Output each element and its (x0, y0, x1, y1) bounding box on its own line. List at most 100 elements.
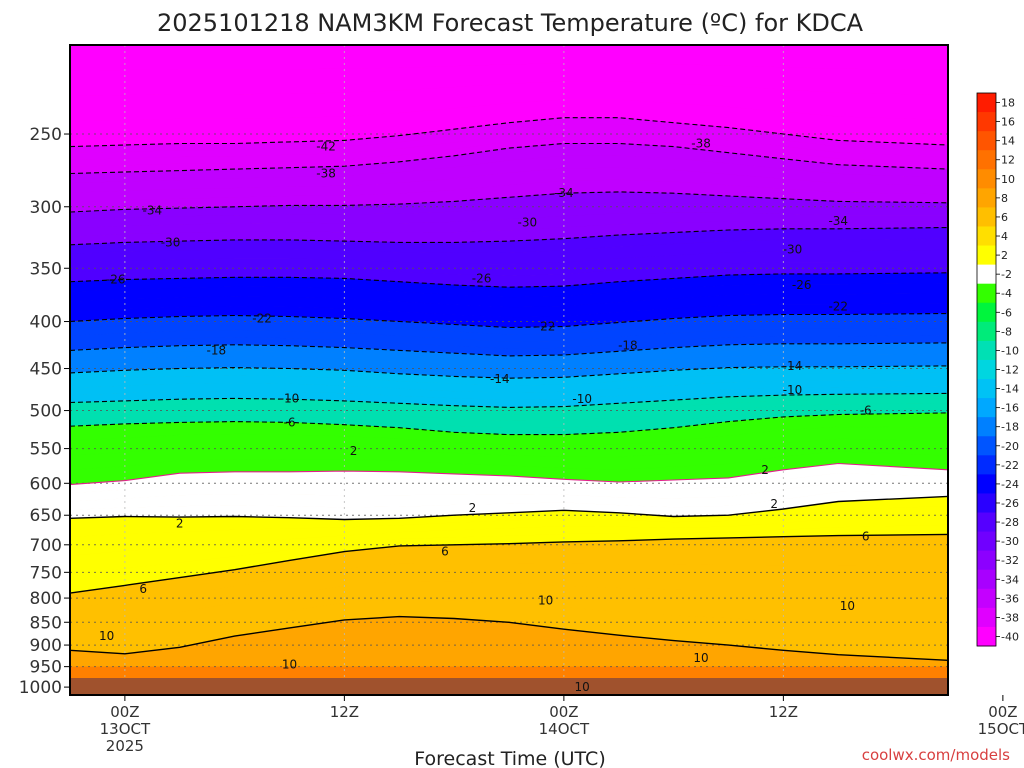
colorbar-swatch-24 (977, 550, 996, 571)
x-axis-title: Forecast Time (UTC) (414, 748, 605, 768)
isotherm-label-19: -10 (783, 383, 803, 397)
isotherm-label-1: -38 (691, 136, 711, 150)
colorbar-swatch-19 (977, 455, 996, 475)
isotherm-tm2_melt (70, 462, 948, 486)
isotherm-tm42 (70, 117, 948, 148)
y-tick-label-450: 450 (30, 360, 62, 380)
colorbar-label-23: -30 (1001, 535, 1019, 548)
isotherm-label-27: 2 (770, 497, 778, 511)
isotherm-label-10: -26 (472, 271, 492, 285)
isotherm-tm34 (70, 191, 948, 213)
colorbar-swatch-16 (977, 398, 996, 418)
isotherm-label-36: 10 (693, 651, 708, 665)
colorbar-label-27: -38 (1001, 611, 1019, 624)
colorbar-swatch-4 (977, 169, 996, 189)
y-tick-label-600: 600 (30, 474, 62, 494)
isotherm-label-28: 2 (176, 517, 184, 531)
isotherm-tm14 (70, 365, 948, 379)
colorbar-label-3: 12 (1001, 154, 1015, 167)
colorbar-swatch-26 (977, 588, 996, 609)
colorbar-label-26: -36 (1001, 592, 1019, 605)
isotherm-label-22: -6 (860, 404, 872, 418)
colorbar-swatch-22 (977, 512, 996, 533)
band-warm (70, 616, 948, 667)
colorbar-swatch-3 (977, 150, 996, 170)
temperature-fill-bands (70, 45, 948, 695)
x-tick-label-0-1: 13OCT (100, 720, 151, 738)
y-tick-label-1000: 1000 (19, 678, 62, 698)
colorbar-label-20: -24 (1001, 478, 1019, 491)
chart-title: 2025101218 NAM3KM Forecast Temperature (… (157, 9, 864, 37)
y-tick-label-700: 700 (30, 536, 62, 556)
chart-grid (70, 45, 948, 695)
isotherm-label-9: -26 (106, 273, 126, 287)
colorbar-swatch-11 (977, 302, 996, 323)
isotherm-label-5: -34 (828, 214, 848, 228)
isotherm-label-15: -18 (618, 339, 638, 353)
isotherm-labels: -42 -38 -38 -34 -34 -34 -30 -30 -30 -26 -26 -26 -22 -… (99, 136, 872, 694)
isotherm-label-23: -6 (284, 415, 296, 429)
colorbar-label-28: -40 (1001, 630, 1019, 643)
colorbar-label-14: -12 (1001, 364, 1019, 377)
colorbar-swatch-12 (977, 321, 996, 342)
colorbar-swatch-21 (977, 493, 996, 514)
isotherm-label-11: -26 (792, 278, 812, 292)
y-tick-label-500: 500 (30, 402, 62, 422)
colorbar-label-6: 6 (1001, 211, 1008, 224)
isotherm-label-32: 10 (538, 594, 553, 608)
colorbar-label-25: -34 (1001, 573, 1019, 586)
x-tick-label-48-0: 00Z (988, 703, 1017, 721)
isotherm-tm6 (70, 412, 948, 436)
isotherm-tm26 (70, 272, 948, 288)
colorbar-swatch-15 (977, 379, 996, 399)
y-tick-label-400: 400 (30, 313, 62, 333)
colorbar-label-15: -14 (1001, 383, 1019, 396)
colorbar-label-22: -28 (1001, 516, 1019, 529)
isotherm-label-17: -14 (783, 359, 803, 373)
isotherm-label-30: 6 (441, 545, 449, 559)
isotherm-label-35: 10 (282, 658, 297, 672)
colorbar-label-24: -32 (1001, 554, 1019, 567)
isotherm-label-13: -22 (252, 312, 272, 326)
colorbar-swatch-0 (977, 93, 996, 113)
colorbar-label-21: -26 (1001, 497, 1019, 510)
colorbar-label-5: 8 (1001, 192, 1008, 205)
y-tick-label-800: 800 (30, 589, 62, 609)
isotherm-t2 (70, 495, 948, 521)
colorbar-label-2: 14 (1001, 135, 1015, 148)
colorbar-swatch-28 (977, 626, 996, 647)
colorbar-swatch-1 (977, 112, 996, 132)
ground-surface (70, 678, 948, 695)
colorbar-label-4: 10 (1001, 173, 1015, 186)
colorbar-swatch-23 (977, 531, 996, 552)
isotherm-label-21: -10 (572, 392, 592, 406)
y-tick-label-650: 650 (30, 506, 62, 526)
isotherm-label-20: -10 (280, 391, 300, 405)
x-tick-label-0-0: 00Z (110, 703, 139, 721)
isotherm-label-3: -34 (554, 186, 574, 200)
colorbar-swatch-6 (977, 207, 996, 227)
colorbar-swatch-9 (977, 264, 996, 285)
credit-link[interactable]: coolwx.com/models (862, 746, 1010, 764)
x-tick-label-48-1: 15OCT (978, 720, 1024, 738)
x-tick-label-36-0: 12Z (769, 703, 798, 721)
isotherm-label-33: 10 (840, 599, 855, 613)
y-tick-label-350: 350 (30, 259, 62, 279)
isotherm-tm38 (70, 142, 948, 175)
isotherm-tm30 (70, 226, 948, 246)
x-tick-label-12-0: 12Z (330, 703, 359, 721)
colorbar-swatch-8 (977, 245, 996, 266)
colorbar-label-1: 16 (1001, 116, 1015, 129)
colorbar-label-17: -18 (1001, 421, 1019, 434)
colorbar-label-18: -20 (1001, 440, 1019, 453)
isotherm-label-31: 6 (139, 582, 147, 596)
colorbar-label-7: 4 (1001, 230, 1008, 243)
colorbar-label-9: -2 (1001, 268, 1012, 281)
isotherm-label-2: -38 (316, 166, 336, 180)
colorbar-swatch-14 (977, 359, 996, 380)
colorbar-label-8: 2 (1001, 249, 1008, 262)
x-tick-label-24-1: 14OCT (539, 720, 590, 738)
isotherm-label-8: -30 (783, 243, 803, 257)
y-tick-label-850: 850 (30, 613, 62, 633)
